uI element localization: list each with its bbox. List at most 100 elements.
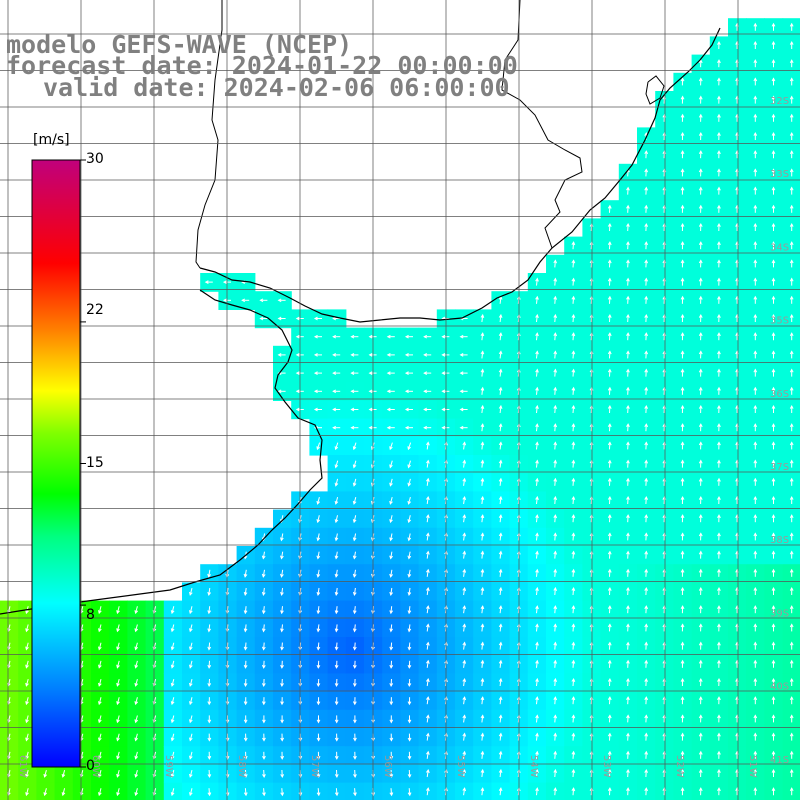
wind-arrow (644, 222, 649, 232)
wind-arrow (116, 733, 120, 742)
lon-label: 60W (90, 755, 101, 778)
wind-arrow (771, 568, 776, 577)
wind-arrow (644, 368, 649, 377)
wind-arrow (535, 623, 539, 632)
wind-arrow (607, 623, 612, 632)
wind-arrow (717, 259, 721, 268)
wind-arrow (771, 222, 776, 231)
wind-arrow (717, 623, 721, 632)
wind-arrow (753, 295, 758, 304)
colorbar-tick-15: 15 (86, 455, 104, 471)
wind-arrow (116, 715, 120, 724)
wind-arrow (170, 715, 175, 724)
wind-arrow (425, 750, 430, 759)
wind-arrow (480, 459, 485, 468)
wind-arrow (425, 605, 430, 614)
wind-arrow (462, 605, 467, 614)
wind-arrow (352, 642, 357, 651)
wind-arrow (480, 568, 485, 577)
wind-arrow (350, 334, 359, 339)
wind-arrow (261, 606, 266, 615)
wind-arrow (644, 568, 649, 577)
wind-arrow (717, 459, 721, 468)
wind-arrow (717, 732, 721, 741)
wind-arrow (753, 659, 758, 668)
wind-arrow (535, 641, 539, 650)
wind-arrow (789, 477, 794, 486)
wind-arrow (771, 623, 776, 632)
wind-arrow (717, 641, 721, 650)
wind-arrow (425, 514, 430, 523)
wind-arrow (189, 587, 193, 596)
wind-arrow (313, 353, 322, 357)
wind-arrow (116, 642, 120, 651)
wind-arrow (680, 277, 685, 286)
wind-arrow (644, 186, 649, 195)
wind-arrow (459, 371, 468, 375)
wind-arrow (753, 59, 758, 68)
wind-arrow (116, 769, 120, 778)
wind-arrow (789, 787, 794, 796)
wind-arrow (607, 241, 612, 250)
wind-arrow (680, 204, 685, 213)
wind-arrow (498, 459, 503, 468)
wind-arrow (389, 496, 393, 505)
wind-arrow (350, 353, 359, 357)
wind-arrow (553, 732, 558, 741)
wind-arrow (698, 768, 703, 778)
wind-arrow (753, 77, 758, 86)
wind-arrow (626, 295, 630, 304)
wind-arrow (644, 386, 649, 395)
wind-arrow (535, 313, 539, 323)
wind-arrow (753, 477, 758, 486)
coastline-argentina (0, 289, 323, 615)
wind-arrow (771, 477, 776, 486)
wind-arrow (717, 495, 721, 505)
wind-arrow (571, 623, 576, 632)
wind-arrow (189, 751, 193, 760)
wind-arrow (698, 259, 703, 268)
wind-arrow (535, 768, 539, 778)
wind-arrow (389, 697, 394, 706)
wind-arrow (61, 788, 66, 797)
wind-arrow (241, 298, 250, 303)
wind-arrow (789, 514, 794, 523)
wind-arrow (170, 606, 175, 615)
wind-arrow (313, 389, 322, 394)
wind-arrow (789, 277, 794, 286)
model-title: modelo GEFS-WAVE (NCEP) (6, 30, 353, 59)
wind-arrow (498, 568, 503, 577)
wind-arrow (607, 222, 612, 232)
wind-arrow (753, 495, 758, 504)
wind-arrow (771, 495, 776, 504)
wind-arrow (771, 696, 776, 705)
wind-arrow (680, 386, 685, 395)
wind-arrow (480, 368, 485, 377)
wind-arrow (717, 386, 721, 395)
wind-arrow (607, 404, 612, 414)
wind-arrow (789, 313, 794, 322)
wind-arrow (717, 477, 721, 486)
lon-label: 57W (309, 755, 320, 778)
wind-arrow (207, 751, 212, 760)
wind-arrow (553, 404, 558, 414)
wind-arrow (334, 697, 339, 706)
wind-arrow (498, 423, 503, 432)
wind-arrow (553, 477, 558, 486)
wind-arrow (535, 659, 539, 668)
wind-arrow (789, 550, 794, 559)
wind-arrow (717, 204, 721, 213)
wind-arrow (170, 642, 175, 651)
wind-arrow (753, 787, 758, 796)
wind-arrow (243, 569, 248, 578)
wind-arrow (680, 368, 685, 377)
wind-arrow (316, 769, 321, 779)
wind-arrow (407, 697, 412, 706)
wind-arrow (134, 606, 139, 615)
wind-arrow (680, 241, 685, 250)
wind-arrow (753, 168, 758, 177)
wind-arrow (386, 353, 395, 357)
wind-arrow (717, 332, 721, 341)
wind-arrow (753, 332, 758, 341)
wind-arrow (259, 316, 268, 321)
